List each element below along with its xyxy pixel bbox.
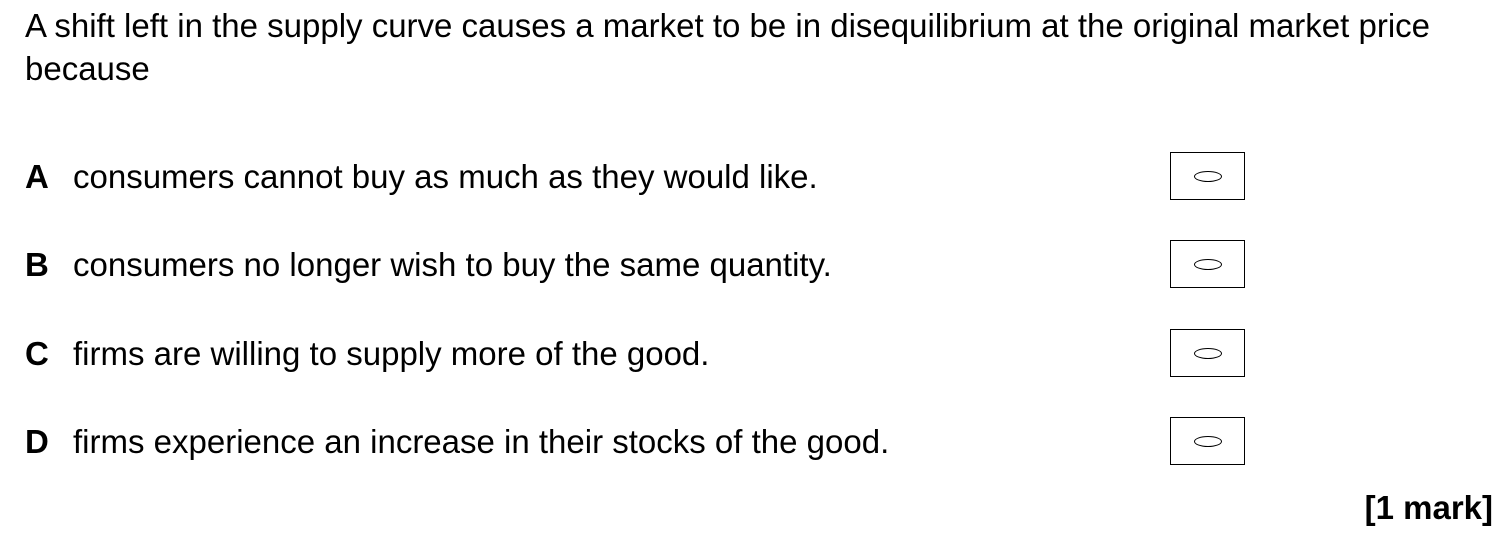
answer-box-d[interactable]	[1170, 417, 1245, 465]
answer-bubble-icon	[1193, 258, 1222, 270]
answer-bubble-icon	[1193, 347, 1222, 359]
answer-box-c[interactable]	[1170, 329, 1245, 377]
option-text: firms experience an increase in their st…	[73, 423, 890, 460]
option-letter: B	[25, 246, 49, 283]
option-b: B consumers no longer wish to buy the sa…	[25, 240, 1265, 290]
mark-allocation: [1 mark]	[1364, 489, 1493, 526]
answer-box-a[interactable]	[1170, 152, 1245, 200]
question-text: A shift left in the supply curve causes …	[25, 7, 1431, 87]
option-d: D firms experience an increase in their …	[25, 417, 1265, 467]
option-text: consumers no longer wish to buy the same…	[73, 246, 832, 283]
answer-bubble-icon	[1193, 435, 1222, 447]
answer-bubble-icon	[1193, 170, 1222, 182]
option-letter: A	[25, 158, 49, 195]
option-a: A consumers cannot buy as much as they w…	[25, 152, 1265, 202]
option-letter: C	[25, 335, 49, 372]
option-c: C firms are willing to supply more of th…	[25, 329, 1265, 379]
option-text: consumers cannot buy as much as they wou…	[73, 158, 818, 195]
option-text: firms are willing to supply more of the …	[73, 335, 710, 372]
option-letter: D	[25, 423, 49, 460]
answer-box-b[interactable]	[1170, 240, 1245, 288]
